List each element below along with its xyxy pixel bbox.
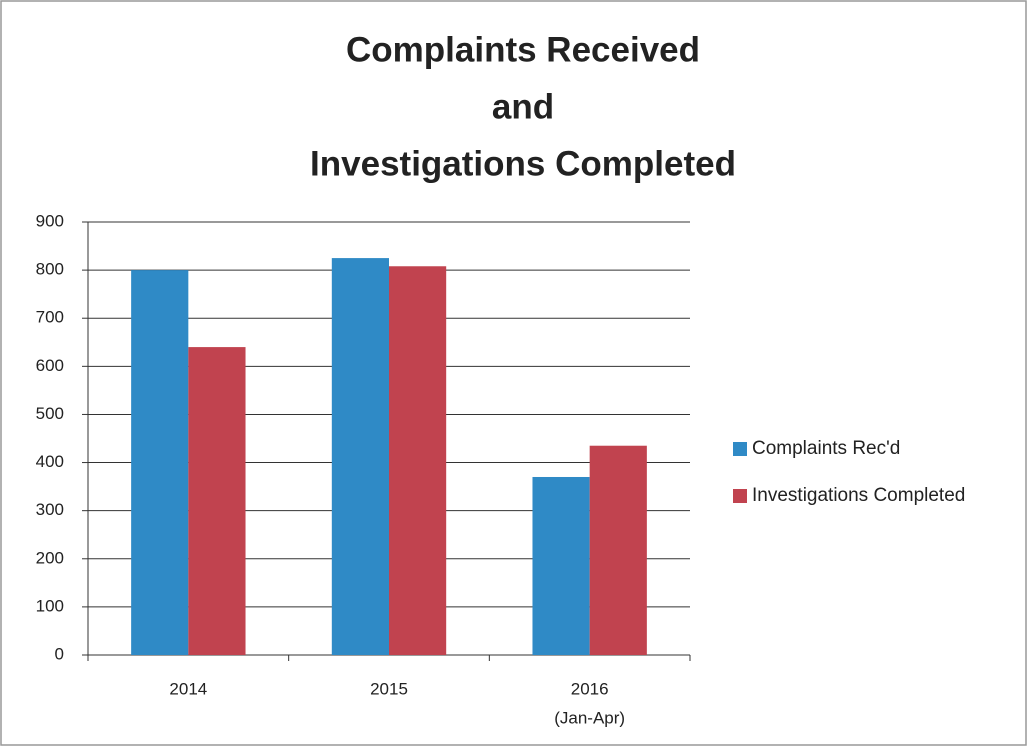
y-tick-label: 600 [36, 356, 64, 375]
chart-title: and [492, 87, 554, 126]
bar [331, 258, 389, 655]
y-tick-label: 200 [36, 548, 64, 567]
legend-label: Investigations Completed [752, 485, 965, 506]
chart-title: Investigations Completed [310, 144, 736, 183]
y-tick-label: 300 [36, 500, 64, 519]
legend-swatch [733, 489, 747, 503]
bar [188, 347, 246, 655]
x-tick-label: 2015 [370, 679, 408, 698]
bar [589, 445, 647, 655]
y-tick-label: 400 [36, 452, 64, 471]
x-tick-label: 2016 [571, 679, 609, 698]
bar [131, 270, 189, 655]
x-tick-label: 2014 [169, 679, 207, 698]
y-tick-label: 800 [36, 260, 64, 279]
y-tick-label: 0 [55, 644, 64, 663]
y-tick-label: 900 [36, 211, 64, 230]
y-tick-label: 500 [36, 404, 64, 423]
legend-label: Complaints Rec'd [752, 438, 900, 459]
chart-title: Complaints Received [346, 30, 700, 69]
x-tick-label: (Jan-Apr) [554, 708, 625, 727]
bar [532, 476, 590, 655]
y-tick-label: 700 [36, 308, 64, 327]
y-tick-label: 100 [36, 596, 64, 615]
bar [389, 266, 447, 655]
legend-swatch [733, 442, 747, 456]
